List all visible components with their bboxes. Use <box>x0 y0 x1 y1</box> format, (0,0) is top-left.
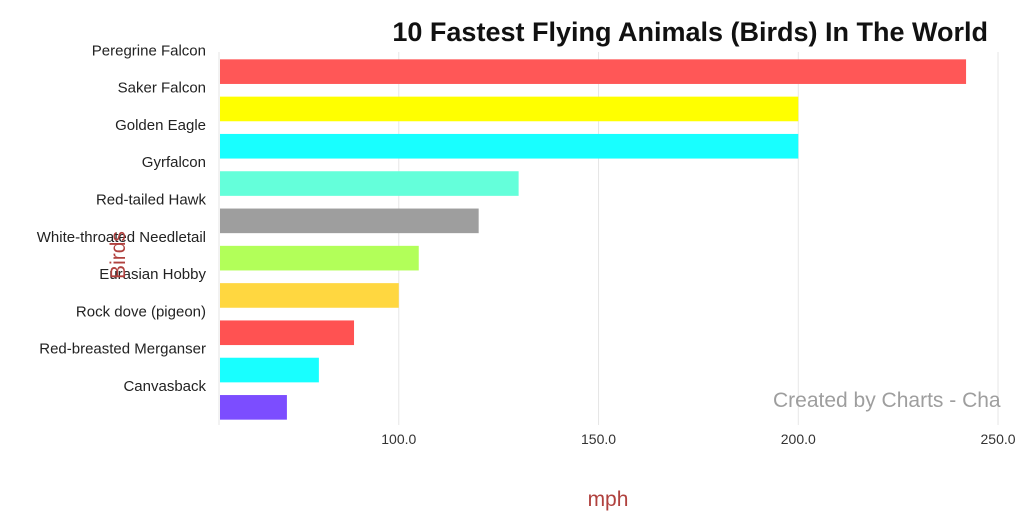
category-label: White-throated Needletail <box>37 229 206 246</box>
category-label: Peregrine Falcon <box>92 42 206 59</box>
x-axis-title: mph <box>588 488 629 511</box>
bar <box>220 133 799 159</box>
category-label: Rock dove (pigeon) <box>76 303 206 320</box>
y-axis-title: Birds <box>107 231 130 279</box>
bar <box>220 245 419 271</box>
bars <box>220 59 967 420</box>
x-tick-label: 250.0 <box>981 431 1016 447</box>
x-tick-labels: 100.0 150.0 200.0 250.0 <box>381 431 1015 447</box>
chart-title: 10 Fastest Flying Animals (Birds) In The… <box>392 17 988 47</box>
category-labels: Peregrine Falcon Saker Falcon Golden Eagle… <box>37 42 207 395</box>
bar <box>220 208 479 234</box>
category-label: Saker Falcon <box>118 80 206 97</box>
bar <box>220 171 519 196</box>
category-label: Red-tailed Hawk <box>96 192 207 209</box>
category-label: Canvasback <box>123 378 206 395</box>
bar <box>220 320 355 346</box>
x-tick-label: 200.0 <box>781 431 816 447</box>
bar <box>220 395 287 420</box>
watermark-text: Created by Charts - Cha <box>773 389 1001 412</box>
category-label: Eurasian Hobby <box>99 266 206 283</box>
bar <box>220 59 967 84</box>
bar <box>220 96 799 122</box>
category-label: Gyrfalcon <box>142 154 206 171</box>
category-label: Golden Eagle <box>115 117 206 134</box>
x-tick-label: 150.0 <box>581 431 616 447</box>
category-label: Red-breasted Merganser <box>39 341 206 358</box>
bar <box>220 283 399 308</box>
x-tick-label: 100.0 <box>381 431 416 447</box>
bar <box>220 357 319 383</box>
